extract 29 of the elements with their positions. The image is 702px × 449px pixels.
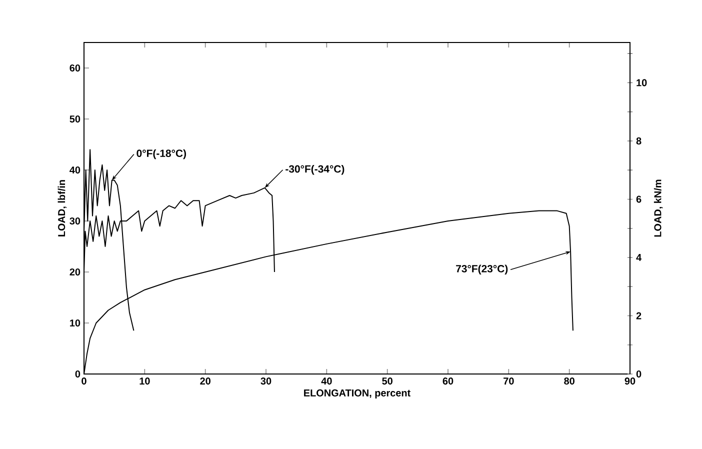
x-tick-label: 30 [260,378,272,385]
annotation: 0°F(-18°C) [136,149,186,160]
x-tick-label: 80 [564,378,574,385]
y-tick-label: 40 [70,166,80,174]
y2-tick-label: 0 [636,370,642,378]
y2-tick-label: 8 [636,137,642,144]
y2-axis-title: LOAD, kN/m [654,180,663,237]
y-tick-label: 10 [70,319,80,327]
y2-tick-label: 10 [636,79,647,86]
y-tick-label: 30 [70,217,80,225]
y2-tick-label: 6 [636,196,642,203]
x-tick-label: 10 [140,378,150,385]
y-tick-label: 0 [75,370,80,378]
y2-tick-label: 2 [636,312,642,320]
x-tick-label: 50 [382,378,392,385]
annotation: 73°F(23°C) [456,264,508,274]
y-tick-label: 60 [70,64,80,72]
y2-tick-label: 4 [636,254,642,261]
x-tick-label: 60 [442,378,454,385]
x-tick-label: 20 [200,378,210,385]
x-tick-label: 90 [624,378,636,385]
x-axis-title: ELONGATION, percent [304,389,410,398]
y-tick-label: 20 [70,268,80,276]
y-axis-title: LOAD, lbf/in [58,180,67,236]
x-tick-label: 0 [82,378,86,385]
y-tick-label: 50 [70,115,80,123]
x-tick-label: 70 [504,378,514,385]
x-tick-label: 40 [321,378,332,385]
annotation: -30°F(-34°C) [286,164,344,175]
